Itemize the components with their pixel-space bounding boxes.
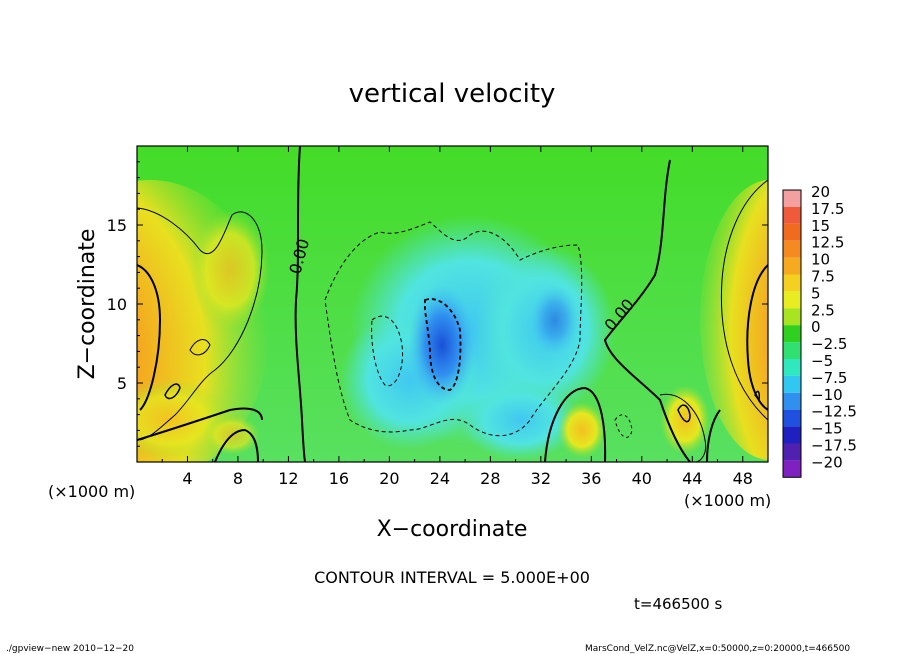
colorbar-swatch — [783, 240, 801, 258]
y-axis: 5 10 15 — [107, 161, 768, 447]
colorbar-swatch — [783, 359, 801, 376]
footer-left: ./gpview−new 2010−12−20 — [6, 644, 134, 654]
colorbar: 2017.51512.5107.552.50−2.5−5−7.5−10−12.5… — [782, 183, 857, 478]
colorbar-swatch — [783, 190, 801, 207]
colorbar-swatch — [783, 460, 801, 478]
colorbar-swatch — [783, 443, 801, 461]
x-tick-label: 8 — [233, 469, 243, 488]
y-tick-label: 5 — [117, 374, 127, 393]
x-tick-label: 24 — [430, 469, 450, 488]
colorbar-label: −17.5 — [811, 437, 857, 455]
x-tick-label: 20 — [379, 469, 399, 488]
colorbar-label: 7.5 — [811, 268, 835, 286]
x-tick-label: 12 — [278, 469, 298, 488]
y-axis-label: Z−coordinate — [75, 229, 100, 380]
colorbar-swatch — [783, 274, 801, 292]
colorbar-label: −15 — [811, 420, 843, 438]
time-stamp: t=466500 s — [634, 595, 722, 613]
colorbar-swatch — [783, 223, 801, 241]
x-tick-label: 36 — [581, 469, 601, 488]
x-axis: 4 8 12 16 20 24 28 32 36 40 44 48 — [161, 146, 753, 488]
colorbar-label: 2.5 — [811, 301, 835, 319]
x-tick-label: 44 — [682, 469, 702, 488]
colorbar-label: 17.5 — [811, 200, 844, 218]
colorbar-label: 10 — [811, 251, 830, 269]
colorbar-label: −20 — [811, 453, 843, 471]
colorbar-label: 5 — [811, 284, 821, 302]
colorbar-label: 12.5 — [811, 234, 844, 252]
x-tick-label: 40 — [632, 469, 652, 488]
colorbar-label: −5 — [811, 352, 833, 370]
footer-right: MarsCond_VelZ.nc@VelZ,x=0:50000,z=0:2000… — [585, 644, 850, 654]
x-axis-label: X−coordinate — [377, 517, 528, 542]
colorbar-swatch — [783, 325, 801, 343]
y-tick-label: 10 — [107, 295, 127, 314]
colorbar-label: 20 — [811, 183, 830, 201]
colorbar-swatch — [783, 206, 801, 224]
x-tick-label: 16 — [329, 469, 349, 488]
chart-title: vertical velocity — [349, 79, 556, 109]
colorbar-swatch — [783, 308, 801, 326]
colorbar-swatch — [783, 392, 801, 410]
colorbar-label: −7.5 — [811, 369, 847, 387]
colorbar-swatch — [783, 257, 801, 275]
contour-interval: CONTOUR INTERVAL = 5.000E+00 — [314, 568, 590, 587]
colorbar-swatch — [783, 409, 801, 427]
x-unit-left: (×1000 m) — [48, 482, 135, 501]
x-tick-label: 48 — [733, 469, 753, 488]
colorbar-swatch — [783, 426, 801, 444]
colorbar-label: 15 — [811, 217, 830, 235]
colorbar-label: −10 — [811, 386, 843, 404]
y-tick-label: 15 — [107, 216, 127, 235]
colorbar-frame — [782, 189, 802, 478]
colorbar-swatch — [783, 291, 801, 309]
x-unit-right: (×1000 m) — [684, 491, 771, 510]
colorbar-label: 0 — [811, 318, 821, 336]
colorbar-swatch — [783, 375, 801, 393]
colorbar-swatch — [783, 342, 801, 359]
colorbar-label: −12.5 — [811, 403, 857, 421]
x-tick-label: 28 — [480, 469, 500, 488]
x-tick-label: 4 — [182, 469, 192, 488]
colorbar-label: −2.5 — [811, 335, 847, 353]
x-tick-label: 32 — [531, 469, 551, 488]
heatmap-field: 0.00 0.00 — [137, 146, 768, 462]
